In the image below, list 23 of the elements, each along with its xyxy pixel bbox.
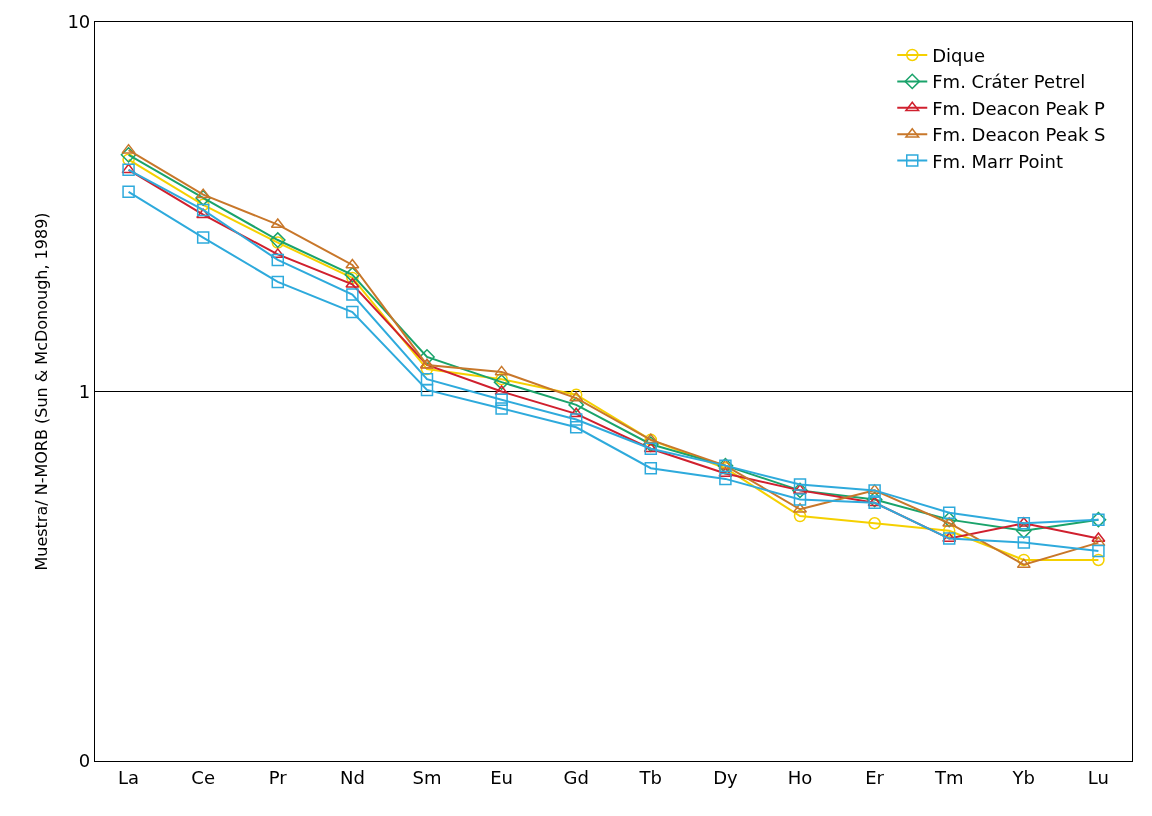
x-tick-label: La [118, 766, 140, 788]
legend-label: Dique [932, 45, 986, 66]
y-tick-label: 1 [78, 380, 91, 402]
x-tick-label: Gd [563, 766, 589, 788]
x-tick-label: Ce [191, 766, 216, 788]
x-tick-label: Sm [412, 766, 442, 788]
x-tick-label: Eu [490, 766, 513, 788]
x-tick-label: Nd [339, 766, 365, 788]
x-tick-label: Ho [787, 766, 813, 788]
legend-label: Fm. Marr Point [932, 150, 1064, 172]
y-tick-label: 10 [67, 11, 91, 33]
x-tick-label: Er [865, 766, 885, 788]
x-tick-label: Lu [1087, 766, 1109, 788]
legend-label: Fm. Deacon Peak S [932, 124, 1106, 146]
y-axis-title: Muestra/ N-MORB (Sun & McDonough, 1989) [32, 212, 52, 571]
x-tick-label: Tb [638, 766, 663, 788]
x-tick-label: Yb [1011, 766, 1036, 788]
y-tick-label: 0 [78, 750, 91, 772]
legend-label: Fm. Deacon Peak P [932, 97, 1106, 119]
x-tick-label: Dy [713, 766, 739, 788]
x-tick-label: Tm [933, 766, 964, 788]
x-tick-label: Pr [268, 766, 288, 788]
legend-label: Fm. Cráter Petrel [932, 71, 1086, 93]
